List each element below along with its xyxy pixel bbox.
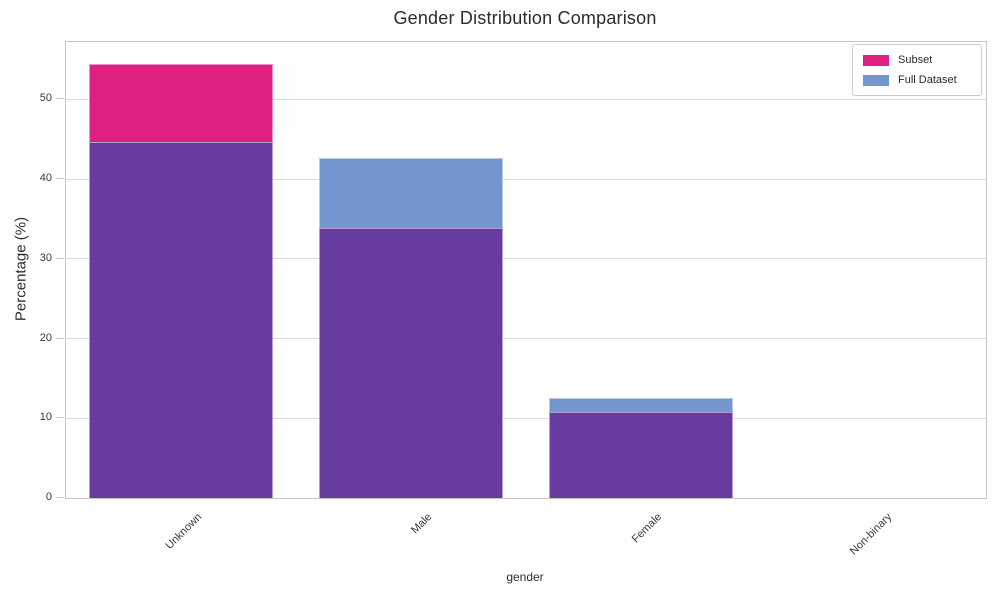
y-tick-label-40: 40 — [39, 172, 52, 185]
legend: Subset Full Dataset — [852, 44, 982, 96]
bar-unknown-overlap — [89, 142, 273, 498]
legend-label-subset: Subset — [898, 54, 933, 66]
gridline-y-10 — [66, 417, 986, 419]
legend-item-subset: Subset — [863, 54, 971, 66]
y-tick-label-0: 0 — [45, 491, 52, 503]
y-tick-mark-20 — [56, 337, 64, 339]
x-axis-label: gender — [506, 570, 544, 584]
legend-swatch-subset — [863, 54, 889, 66]
y-axis-label: Percentage (%) — [12, 216, 30, 322]
y-tick-mark-50 — [56, 98, 64, 100]
plot-area — [65, 41, 987, 499]
legend-label-full-dataset: Full Dataset — [898, 74, 957, 86]
x-tick-label-unknown: Unknown — [56, 507, 205, 552]
y-tick-label-50: 50 — [39, 92, 52, 105]
gridline-y-30 — [66, 258, 986, 260]
x-tick-label-text-unknown: Unknown — [163, 511, 205, 552]
gridline-y-20 — [66, 338, 986, 340]
x-tick-label-non-binary: Non-binary — [746, 507, 895, 558]
x-tick-label-text-female: Female — [630, 511, 665, 546]
y-tick-mark-0 — [56, 497, 64, 498]
x-tick-label-text-male: Male — [409, 511, 435, 537]
legend-swatch-full-dataset — [863, 74, 889, 86]
x-tick-label-text-non-binary: Non-binary — [847, 511, 895, 558]
y-tick-label-30: 30 — [39, 251, 52, 264]
x-tick-label-female: Female — [516, 507, 664, 545]
gridline-y-40 — [66, 178, 986, 180]
bar-female-full-dataset — [549, 398, 733, 412]
y-tick-label-10: 10 — [39, 411, 52, 424]
gridline-y-50 — [66, 98, 986, 100]
y-tick-mark-40 — [56, 178, 64, 180]
y-tick-mark-30 — [56, 257, 64, 259]
bar-unknown-subset — [89, 63, 273, 143]
bar-male-full-dataset — [319, 158, 503, 228]
bar-male-overlap — [319, 227, 503, 498]
y-tick-mark-10 — [56, 417, 64, 419]
x-tick-label-male: Male — [286, 507, 434, 536]
bar-female-overlap — [549, 411, 733, 498]
chart-title: Gender Distribution Comparison — [393, 8, 657, 28]
legend-item-full-dataset: Full Dataset — [863, 74, 971, 86]
y-tick-label-20: 20 — [39, 331, 52, 344]
